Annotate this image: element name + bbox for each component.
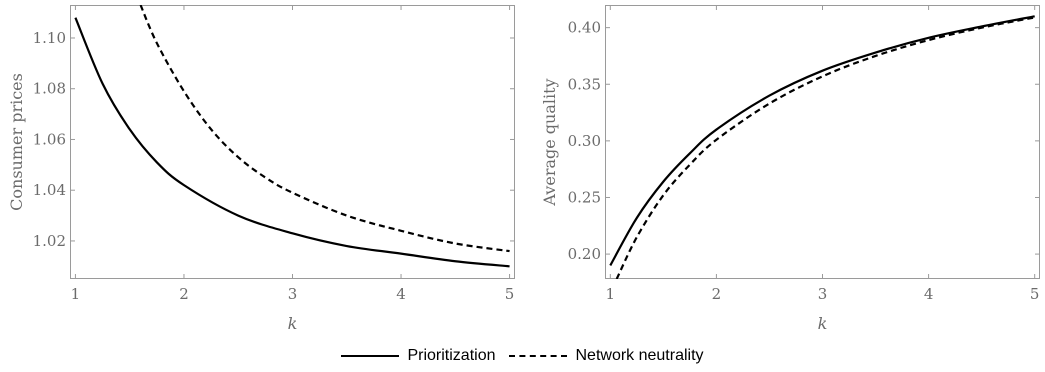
legend-swatch-solid	[341, 355, 400, 357]
legend-label-prioritization: Prioritization	[407, 347, 496, 364]
x-tick-label: 4	[396, 285, 406, 303]
chart-panel-average-quality: 1 2 3 4 5 0.20 0.25 0.30 0.35 0.40 k Average qualit…	[540, 5, 1040, 333]
y-tick-label: 1.06	[33, 130, 66, 148]
x-tick-label: 5	[1030, 285, 1040, 303]
y-tick-label: 0.25	[568, 188, 601, 206]
legend-item-prioritization: Prioritization	[341, 347, 495, 365]
plot-frame	[605, 5, 1040, 279]
y-tick-label: 0.35	[568, 75, 601, 93]
charts-canvas: 1 2 3 4 5 1.02 1.04 1.06 1.08 1.10 k Consumer price…	[7, 5, 1040, 333]
series-line-prioritization	[74, 17, 510, 268]
legend-label-network-neutrality: Network neutrality	[575, 347, 704, 364]
y-tick-label: 0.20	[568, 245, 601, 263]
x-tick-label: 2	[179, 285, 189, 303]
x-tick-label: 3	[288, 285, 298, 303]
y-tick-label: 1.10	[33, 29, 66, 47]
y-axis-label: Average quality	[540, 78, 559, 206]
x-tick-label: 1	[606, 285, 616, 303]
y-tick-label: 0.40	[568, 19, 601, 37]
y-tick-label: 1.02	[33, 232, 66, 250]
x-tick-label: 4	[924, 285, 934, 303]
chart-panel-consumer-prices: 1 2 3 4 5 1.02 1.04 1.06 1.08 1.10 k Consumer price…	[7, 5, 515, 333]
x-tick-label: 1	[71, 285, 81, 303]
x-tick-label: 3	[818, 285, 828, 303]
y-tick-label: 0.30	[568, 132, 601, 150]
plot-frame	[70, 5, 515, 279]
legend: Prioritization Network neutrality	[0, 344, 1045, 368]
x-axis-label: k	[288, 314, 298, 333]
y-tick-label: 1.08	[33, 80, 66, 98]
x-axis-label: k	[818, 314, 828, 333]
series-line-network-neutrality	[139, 5, 510, 253]
legend-swatch-dashed	[509, 355, 568, 357]
series-line-network-neutrality	[615, 16, 1035, 279]
x-tick-label: 2	[712, 285, 722, 303]
x-tick-label: 5	[505, 285, 515, 303]
y-axis-label: Consumer prices	[7, 73, 26, 211]
legend-item-network-neutrality: Network neutrality	[509, 347, 704, 365]
y-tick-label: 1.04	[33, 181, 66, 199]
series-line-prioritization	[609, 15, 1035, 266]
